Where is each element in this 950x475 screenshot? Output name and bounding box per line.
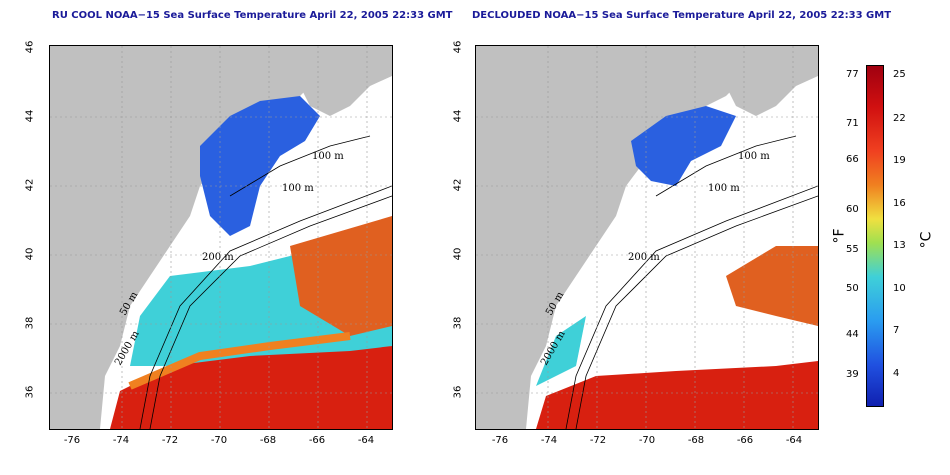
y-tick: 44 bbox=[24, 109, 36, 123]
contour-label: 100 m bbox=[708, 183, 740, 194]
contour-label: 100 m bbox=[312, 151, 344, 162]
x-tick: -76 bbox=[63, 435, 81, 446]
contour-label: 200 m bbox=[202, 252, 234, 263]
fahrenheit-tick: 71 bbox=[846, 118, 859, 129]
cold-water-region bbox=[200, 96, 320, 236]
celsius-unit-label: °C bbox=[918, 231, 935, 249]
isobath-line bbox=[229, 135, 371, 197]
x-tick: -68 bbox=[259, 435, 277, 446]
left-map-title: RU COOL NOAA−15 Sea Surface Temperature … bbox=[52, 10, 453, 21]
isobath-line bbox=[149, 195, 392, 429]
left-sst-map: 100 m 100 m 200 m 50 m 2000 m bbox=[49, 45, 393, 430]
celsius-tick: 22 bbox=[893, 113, 906, 124]
x-tick: -70 bbox=[210, 435, 228, 446]
nova-scotia bbox=[280, 46, 392, 116]
isobath-line bbox=[565, 185, 818, 429]
x-tick: -72 bbox=[161, 435, 179, 446]
fahrenheit-tick: 77 bbox=[846, 69, 859, 80]
x-tick: -68 bbox=[687, 435, 705, 446]
y-tick: 44 bbox=[452, 109, 464, 123]
cold-water-region bbox=[631, 106, 736, 186]
y-tick: 36 bbox=[24, 385, 36, 399]
isobath-line bbox=[655, 135, 797, 197]
y-tick: 38 bbox=[452, 316, 464, 330]
x-tick: -70 bbox=[638, 435, 656, 446]
y-tick: 42 bbox=[24, 178, 36, 192]
fahrenheit-tick: 44 bbox=[846, 329, 859, 340]
fahrenheit-tick: 50 bbox=[846, 283, 859, 294]
y-tick: 46 bbox=[452, 40, 464, 54]
celsius-tick: 25 bbox=[893, 69, 906, 80]
y-tick: 36 bbox=[452, 385, 464, 399]
fahrenheit-tick: 60 bbox=[846, 204, 859, 215]
contour-label: 200 m bbox=[628, 252, 660, 263]
celsius-tick: 4 bbox=[893, 368, 900, 379]
x-tick: -74 bbox=[540, 435, 558, 446]
x-tick: -64 bbox=[357, 435, 375, 446]
warm-water bbox=[726, 246, 818, 326]
celsius-tick: 7 bbox=[893, 325, 900, 336]
colorbar bbox=[866, 65, 884, 407]
fahrenheit-tick: 55 bbox=[846, 244, 859, 255]
fahrenheit-tick: 39 bbox=[846, 369, 859, 380]
celsius-tick: 16 bbox=[893, 198, 906, 209]
celsius-tick: 10 bbox=[893, 283, 906, 294]
fahrenheit-tick: 66 bbox=[846, 154, 859, 165]
warm-water bbox=[290, 216, 392, 336]
gulf-stream-edge bbox=[128, 332, 351, 390]
x-tick: -66 bbox=[308, 435, 326, 446]
y-tick: 40 bbox=[452, 247, 464, 261]
y-tick: 38 bbox=[24, 316, 36, 330]
isobath-line bbox=[139, 185, 392, 429]
fahrenheit-unit-label: °F bbox=[831, 228, 848, 244]
shelf-water bbox=[536, 316, 586, 386]
y-tick: 42 bbox=[452, 178, 464, 192]
x-tick: -72 bbox=[589, 435, 607, 446]
y-tick: 46 bbox=[24, 40, 36, 54]
x-tick: -74 bbox=[112, 435, 130, 446]
x-tick: -64 bbox=[785, 435, 803, 446]
right-map-title: DECLOUDED NOAA−15 Sea Surface Temperatur… bbox=[472, 10, 892, 21]
contour-label: 100 m bbox=[282, 183, 314, 194]
y-tick: 40 bbox=[24, 247, 36, 261]
x-tick: -66 bbox=[736, 435, 754, 446]
gulf-stream bbox=[536, 361, 818, 429]
nova-scotia bbox=[706, 46, 818, 116]
celsius-tick: 13 bbox=[893, 240, 906, 251]
land-mass bbox=[50, 46, 392, 429]
right-sst-map: 100 m 100 m 200 m 50 m 2000 m bbox=[475, 45, 819, 430]
celsius-tick: 19 bbox=[893, 155, 906, 166]
isobath-line bbox=[575, 195, 818, 429]
contour-label: 100 m bbox=[738, 151, 770, 162]
land-mass bbox=[476, 46, 818, 429]
x-tick: -76 bbox=[491, 435, 509, 446]
